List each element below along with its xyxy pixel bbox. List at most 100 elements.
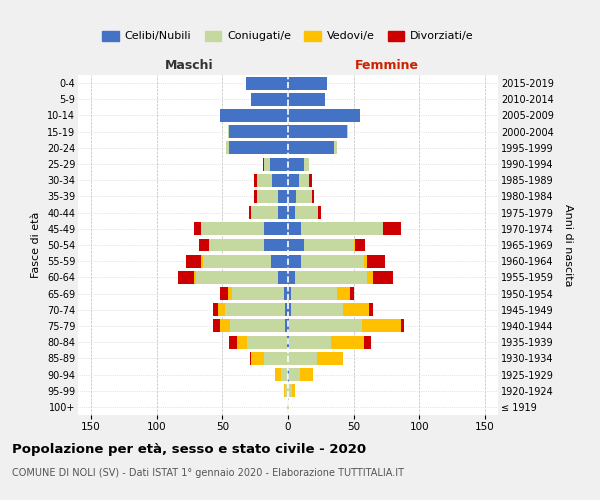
Bar: [287, 336, 288, 348]
Text: COMUNE DI NOLI (SV) - Dati ISTAT 1° gennaio 2020 - Elaborazione TUTTITALIA.IT: COMUNE DI NOLI (SV) - Dati ISTAT 1° genn…: [12, 468, 404, 477]
Bar: [271, 254, 288, 268]
Bar: [289, 368, 300, 381]
Bar: [288, 76, 328, 90]
Bar: [331, 336, 364, 348]
Bar: [288, 174, 299, 186]
Bar: [226, 142, 229, 154]
Bar: [311, 190, 314, 203]
Bar: [209, 238, 265, 252]
Bar: [299, 174, 309, 186]
Bar: [290, 287, 337, 300]
Bar: [277, 206, 288, 219]
Bar: [277, 271, 288, 284]
Bar: [288, 93, 325, 106]
Bar: [202, 222, 265, 235]
Text: Popolazione per età, sesso e stato civile - 2020: Popolazione per età, sesso e stato civil…: [12, 442, 366, 456]
Bar: [364, 336, 371, 348]
Bar: [263, 158, 265, 170]
Bar: [286, 320, 288, 332]
Bar: [202, 254, 203, 268]
Bar: [218, 304, 225, 316]
Bar: [347, 125, 349, 138]
Bar: [288, 158, 304, 170]
Bar: [213, 320, 220, 332]
Bar: [383, 222, 401, 235]
Bar: [401, 320, 404, 332]
Bar: [247, 336, 287, 348]
Bar: [288, 142, 334, 154]
Bar: [275, 368, 281, 381]
Bar: [288, 109, 360, 122]
Bar: [284, 287, 288, 300]
Bar: [196, 271, 277, 284]
Bar: [367, 271, 373, 284]
Bar: [361, 320, 401, 332]
Bar: [248, 206, 251, 219]
Bar: [288, 271, 295, 284]
Bar: [199, 238, 209, 252]
Bar: [288, 352, 317, 365]
Bar: [288, 368, 289, 381]
Bar: [213, 304, 218, 316]
Bar: [220, 109, 288, 122]
Bar: [220, 287, 227, 300]
Bar: [250, 352, 251, 365]
Bar: [288, 304, 290, 316]
Bar: [229, 125, 288, 138]
Bar: [229, 142, 288, 154]
Bar: [295, 271, 367, 284]
Bar: [269, 158, 288, 170]
Bar: [288, 336, 289, 348]
Bar: [287, 400, 288, 413]
Bar: [373, 271, 393, 284]
Bar: [265, 352, 288, 365]
Bar: [272, 174, 288, 186]
Bar: [301, 222, 383, 235]
Bar: [203, 254, 271, 268]
Bar: [257, 174, 272, 186]
Bar: [355, 238, 365, 252]
Bar: [367, 254, 385, 268]
Bar: [317, 352, 343, 365]
Bar: [286, 384, 288, 397]
Bar: [318, 206, 321, 219]
Bar: [350, 287, 353, 300]
Bar: [237, 336, 247, 348]
Bar: [232, 287, 284, 300]
Bar: [265, 238, 288, 252]
Bar: [227, 125, 229, 138]
Bar: [178, 271, 193, 284]
Bar: [334, 142, 337, 154]
Bar: [281, 368, 288, 381]
Bar: [364, 254, 367, 268]
Bar: [304, 238, 353, 252]
Bar: [337, 287, 350, 300]
Y-axis label: Anni di nascita: Anni di nascita: [563, 204, 573, 286]
Bar: [309, 174, 311, 186]
Bar: [300, 368, 313, 381]
Bar: [370, 304, 373, 316]
Text: Femmine: Femmine: [355, 59, 418, 72]
Bar: [277, 190, 288, 203]
Bar: [288, 222, 301, 235]
Bar: [251, 206, 277, 219]
Bar: [353, 238, 355, 252]
Bar: [288, 320, 289, 332]
Bar: [343, 304, 370, 316]
Legend: Celibi/Nubili, Coniugati/e, Vedovi/e, Divorziati/e: Celibi/Nubili, Coniugati/e, Vedovi/e, Di…: [98, 26, 478, 46]
Bar: [292, 384, 295, 397]
Bar: [193, 271, 196, 284]
Text: Maschi: Maschi: [165, 59, 214, 72]
Bar: [289, 336, 331, 348]
Bar: [254, 174, 257, 186]
Bar: [246, 76, 288, 90]
Bar: [251, 93, 288, 106]
Bar: [229, 336, 237, 348]
Bar: [304, 158, 309, 170]
Bar: [251, 352, 265, 365]
Bar: [288, 190, 296, 203]
Bar: [288, 384, 292, 397]
Bar: [193, 222, 202, 235]
Bar: [220, 320, 230, 332]
Bar: [295, 206, 318, 219]
